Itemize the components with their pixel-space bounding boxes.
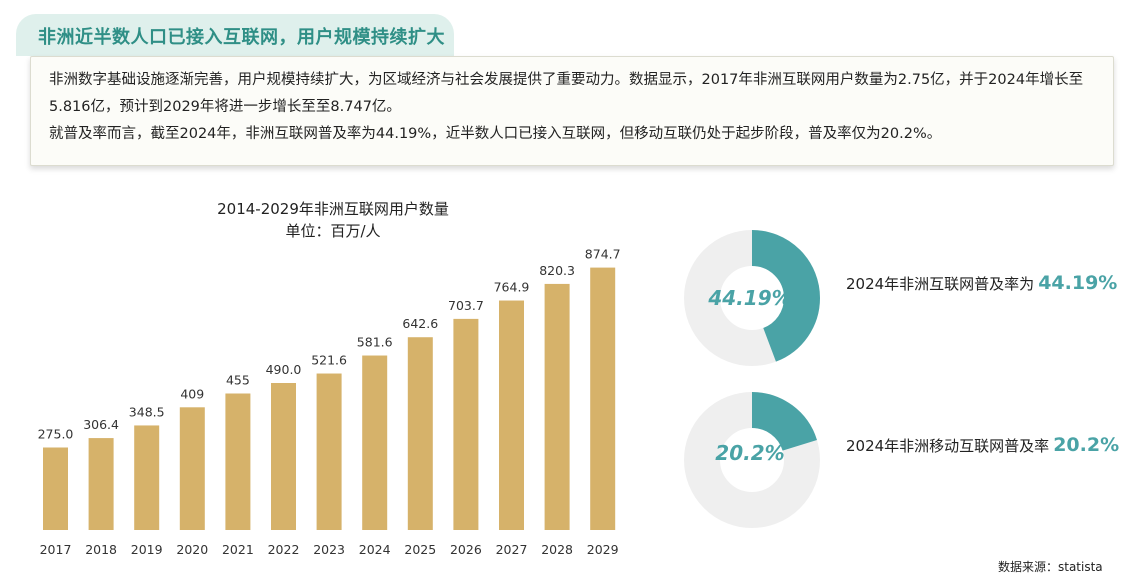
bar-2028 [544, 283, 570, 530]
tick-label-2026: 2026 [450, 542, 482, 557]
value-label-2026: 703.7 [448, 298, 484, 313]
bar-2027 [499, 300, 524, 530]
tick-label-2022: 2022 [268, 542, 300, 557]
summary-card: 非洲数字基础设施逐渐完善，用户规模持续扩大，为区域经济与社会发展提供了重要动力。… [30, 56, 1114, 166]
summary-paragraph-2: 就普及率而言，截至2024年，非洲互联网普及率为44.19%，近半数人口已接入互… [49, 126, 942, 142]
value-label-2021: 455 [226, 373, 250, 388]
internet-penetration-caption: 2024年非洲互联网普及率为 44.19% [846, 272, 1117, 294]
tick-label-2024: 2024 [359, 542, 391, 557]
bar-chart-title: 2014-2029年非洲互联网用户数量 [217, 200, 449, 218]
value-label-2019: 348.5 [129, 404, 165, 419]
value-label-2017: 275.0 [38, 427, 74, 442]
value-label-2023: 521.6 [311, 353, 347, 368]
bar-2018 [88, 438, 114, 530]
bar-2020 [179, 407, 205, 530]
donut-1-center-label: 44.19% [707, 286, 791, 310]
value-label-2025: 642.6 [402, 316, 438, 331]
tick-label-2018: 2018 [85, 542, 117, 557]
tick-label-2029: 2029 [587, 542, 619, 557]
mobile-penetration-text: 2024年非洲移动互联网普及率 [846, 437, 1050, 455]
bar-2024 [362, 355, 388, 530]
tick-label-2020: 2020 [176, 542, 208, 557]
value-label-2024: 581.6 [357, 335, 393, 350]
bars-group: 275.0 2017 306.4 2018 348.5 2019 409 2020 455 202… [38, 247, 621, 557]
mobile-penetration-donut: 20.2% [684, 392, 820, 528]
value-label-2027: 764.9 [494, 280, 530, 295]
donut-2-center-label: 20.2% [715, 441, 784, 465]
tick-label-2027: 2027 [496, 542, 528, 557]
donut-1-arc [684, 230, 820, 366]
value-label-2028: 820.3 [539, 263, 575, 278]
value-label-2020: 409 [180, 386, 204, 401]
bar-2023 [316, 373, 342, 530]
tick-label-2025: 2025 [404, 542, 436, 557]
donut-2-arc [684, 392, 820, 528]
tick-label-2023: 2023 [313, 542, 345, 557]
internet-penetration-text: 2024年非洲互联网普及率为 [846, 275, 1035, 293]
bar-2022 [271, 383, 296, 530]
value-label-2018: 306.4 [83, 417, 119, 432]
internet-users-bar-chart: 2014-2029年非洲互联网用户数量 单位：百万/人 275.0 2017 306… [38, 200, 621, 557]
bar-2029 [590, 267, 616, 530]
internet-penetration-donut: 44.19% [684, 230, 820, 366]
bar-2021 [225, 393, 251, 530]
bar-chart-unit: 单位：百万/人 [285, 222, 380, 240]
internet-penetration-value: 44.19% [1038, 272, 1118, 294]
mobile-penetration-value: 20.2% [1053, 434, 1120, 456]
section-title-tab: 非洲近半数人口已接入互联网，用户规模持续扩大 [16, 14, 454, 56]
value-label-2029: 874.7 [585, 247, 621, 262]
bar-2025 [407, 337, 433, 530]
value-label-2022: 490.0 [266, 362, 302, 377]
bar-2017 [43, 447, 68, 530]
tick-label-2019: 2019 [131, 542, 163, 557]
summary-paragraph-1: 非洲数字基础设施逐渐完善，用户规模持续扩大，为区域经济与社会发展提供了重要动力。… [49, 72, 1084, 115]
data-source: 数据来源：statista [998, 560, 1103, 574]
tick-label-2021: 2021 [222, 542, 254, 557]
bar-2019 [134, 425, 160, 530]
bar-2026 [453, 318, 479, 530]
section-title: 非洲近半数人口已接入互联网，用户规模持续扩大 [38, 27, 445, 48]
mobile-penetration-caption: 2024年非洲移动互联网普及率 20.2% [846, 434, 1119, 456]
tick-label-2017: 2017 [40, 542, 72, 557]
tick-label-2028: 2028 [541, 542, 573, 557]
